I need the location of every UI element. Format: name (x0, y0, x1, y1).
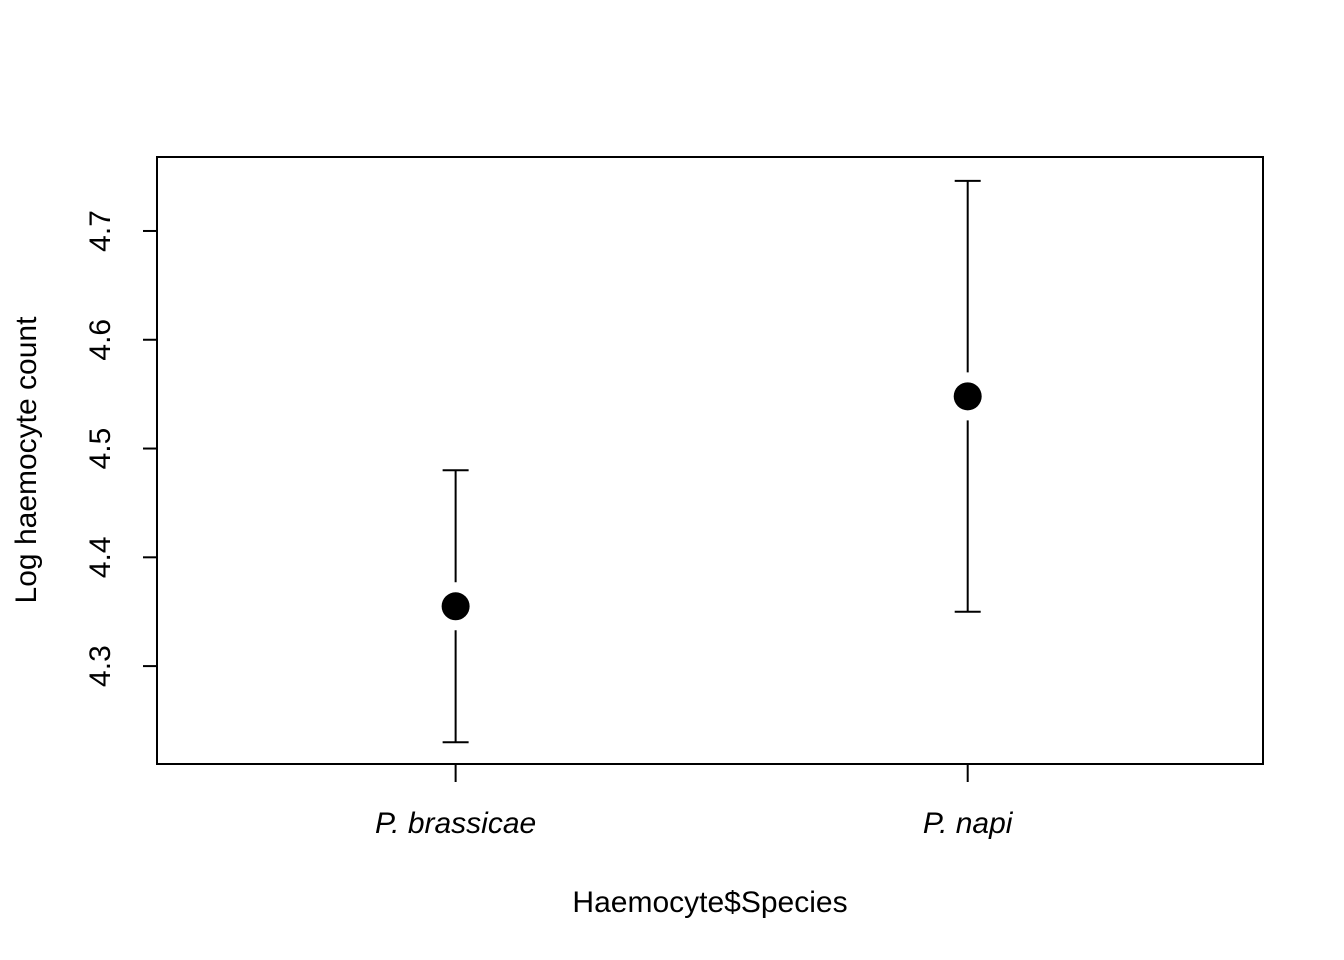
x-axis-label: Haemocyte$Species (572, 886, 847, 919)
error-bar-marks (441, 179, 982, 744)
mean-point (441, 592, 470, 621)
plot-frame (156, 156, 1264, 765)
y-tick-label: 4.3 (84, 645, 117, 687)
y-tick-label: 4.7 (84, 210, 117, 252)
x-axis: P. brassicae P. napi (375, 764, 1014, 840)
y-tick-label: 4.6 (84, 319, 117, 361)
x-tick-label: P. napi (923, 807, 1014, 840)
y-tick-label: 4.5 (84, 428, 117, 470)
y-axis-label: Log haemocyte count (10, 316, 43, 604)
y-axis: 4.3 4.4 4.5 4.6 4.7 (84, 210, 157, 687)
x-tick-label: P. brassicae (375, 807, 536, 840)
mean-point (953, 382, 982, 411)
y-tick-label: 4.4 (84, 536, 117, 578)
